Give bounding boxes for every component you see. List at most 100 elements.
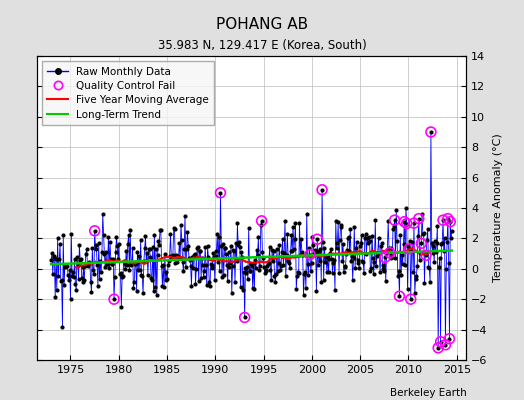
Point [410,220,418,226]
Point [200,268,209,274]
Point [158,283,167,289]
Point [340,269,348,275]
Point [354,257,363,264]
Point [263,262,271,269]
Point [143,250,151,256]
Point [97,268,105,275]
Point [443,239,451,246]
Point [155,241,163,248]
Point [423,237,431,243]
Point [127,262,135,268]
Point [426,279,434,285]
Point [312,288,321,294]
Point [281,272,290,279]
Point [420,230,428,236]
Point [351,265,359,271]
Point [363,235,372,242]
Point [285,260,293,266]
Point [307,268,315,274]
Point [253,247,261,253]
Point [116,270,125,277]
Point [50,253,59,260]
Point [411,276,420,282]
Point [216,190,225,196]
Text: POHANG AB: POHANG AB [216,17,308,32]
Point [85,258,93,265]
Point [140,245,149,252]
Point [215,234,223,240]
Point [437,241,445,248]
Point [353,239,361,245]
Point [425,265,433,271]
Point [191,251,199,258]
Point [318,186,326,193]
Point [348,276,357,283]
Point [128,260,136,266]
Point [339,241,347,247]
Point [106,239,114,246]
Point [223,262,231,268]
Point [329,260,337,266]
Point [185,255,193,262]
Point [422,252,430,258]
Point [346,226,354,232]
Point [268,247,276,253]
Point [385,245,393,251]
Point [319,239,327,246]
Point [182,264,190,271]
Point [291,220,300,226]
Point [311,246,319,253]
Point [356,242,364,249]
Point [160,283,168,290]
Point [445,336,454,342]
Point [384,218,392,224]
Point [199,262,207,268]
Point [170,226,179,232]
Point [444,216,452,222]
Point [168,254,176,260]
Point [49,254,58,260]
Point [113,243,122,249]
Point [287,232,296,238]
Point [107,260,116,267]
Point [146,254,155,260]
Point [390,217,399,223]
Point [233,220,242,226]
Point [362,230,370,237]
Point [72,286,80,293]
Point [283,231,291,237]
Point [261,268,270,274]
Point [112,249,120,255]
Point [198,255,206,261]
Point [400,218,409,225]
Point [78,275,86,281]
Point [405,246,413,252]
Point [422,252,430,258]
Point [126,227,134,233]
Point [408,239,417,246]
Text: Berkeley Earth: Berkeley Earth [390,388,466,398]
Point [237,249,246,256]
Point [447,227,456,234]
Point [388,253,396,260]
Point [357,232,366,239]
Point [367,265,375,271]
Point [175,240,183,246]
Point [124,241,132,247]
Point [401,262,409,268]
Point [84,262,92,269]
Point [174,254,183,261]
Point [387,245,396,251]
Point [361,234,369,241]
Point [334,219,342,226]
Point [301,269,309,275]
Point [60,282,68,288]
Point [189,265,197,272]
Point [383,250,391,256]
Point [79,264,88,270]
Point [149,244,157,251]
Point [238,253,246,260]
Point [76,257,84,263]
Point [203,243,212,250]
Point [380,268,388,274]
